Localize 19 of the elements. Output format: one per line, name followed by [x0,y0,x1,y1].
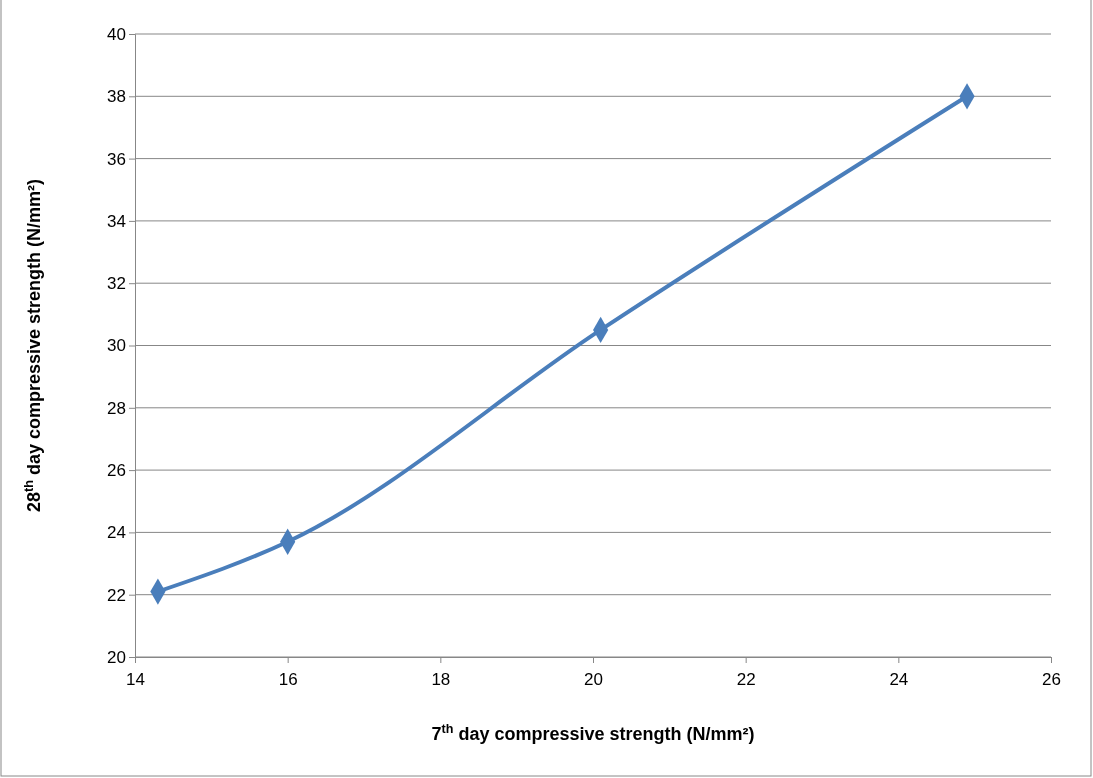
x-tick-label: 20 [584,669,603,689]
y-tick-label: 34 [107,211,126,231]
y-tick-label: 32 [107,274,126,294]
x-tick-label: 18 [431,669,451,689]
y-tick-label: 40 [107,24,126,44]
y-tick-label: 24 [107,523,126,543]
y-tick-label: 28 [107,398,126,418]
x-tick-label: 16 [278,669,298,689]
x-axis-title: 7$^{th}$ day compressive strength (N/mm²) [431,722,755,744]
y-tick-label: 26 [107,461,126,481]
x-tick-label: 24 [889,669,909,689]
x-tick-label: 14 [126,669,145,689]
y-tick-label: 22 [107,585,126,605]
y-tick-label: 36 [107,149,126,169]
y-tick-label: 30 [107,336,126,356]
y-tick-label: 38 [107,87,126,107]
x-tick-label: 22 [736,669,756,689]
x-tick-label: 26 [1042,669,1061,689]
y-tick-label: 20 [107,647,126,667]
